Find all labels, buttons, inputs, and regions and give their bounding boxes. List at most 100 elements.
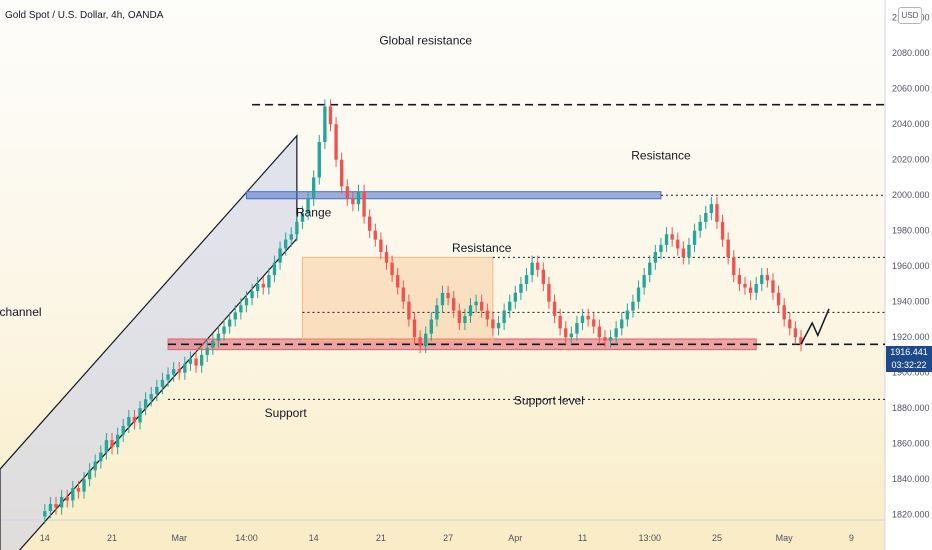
- annotation-label: Up channel: [0, 305, 42, 319]
- candle-body: [592, 319, 596, 327]
- candle-body: [418, 337, 422, 347]
- annotation-label: Support level: [514, 394, 584, 408]
- candle-body: [267, 275, 271, 288]
- x-tick-label: 14:00: [235, 533, 258, 543]
- candle-body: [272, 262, 277, 276]
- candle-body: [457, 310, 461, 324]
- candle-body: [726, 239, 730, 258]
- candle-body: [435, 305, 439, 320]
- candle-body: [368, 216, 372, 231]
- candle-body: [155, 386, 159, 394]
- candle-body: [300, 212, 305, 222]
- candle-body: [311, 177, 316, 199]
- candle-body: [317, 141, 321, 178]
- candle-body: [636, 287, 641, 302]
- candle-body: [71, 488, 75, 501]
- candle-body: [698, 221, 702, 231]
- candle-body: [143, 399, 148, 409]
- candle-body: [339, 159, 344, 187]
- candle-body: [737, 275, 742, 284]
- candle-body: [328, 106, 333, 125]
- candle-body: [631, 301, 635, 311]
- y-tick-label: 1880.000: [892, 403, 930, 413]
- candle-body: [580, 315, 585, 324]
- projection-arrow: [800, 308, 830, 345]
- candle-body: [429, 319, 433, 334]
- last-price-badge: 1916.441 03:32:22: [886, 346, 932, 372]
- candle-body: [586, 315, 590, 320]
- candle-body: [334, 124, 338, 160]
- candle-body: [648, 262, 652, 276]
- candle-body: [216, 333, 221, 341]
- annotation-label: Support: [265, 406, 308, 420]
- candle-body: [390, 262, 394, 276]
- candle-body: [48, 504, 53, 512]
- candle-body: [115, 434, 120, 448]
- currency-button[interactable]: USD: [898, 7, 922, 24]
- candle-body: [440, 292, 445, 306]
- candle-body: [379, 239, 383, 253]
- y-tick-label: 2040.000: [892, 119, 930, 129]
- candle-body: [782, 305, 786, 320]
- candle-body: [564, 328, 568, 338]
- candle-body: [424, 333, 428, 347]
- candle-body: [43, 511, 47, 517]
- candle-body: [547, 283, 551, 302]
- candle-body: [87, 470, 92, 480]
- y-tick-label: 1840.000: [892, 474, 930, 484]
- candle-body: [799, 337, 803, 345]
- candle-body: [356, 191, 361, 205]
- candle-body: [788, 319, 792, 329]
- candle-body: [82, 479, 86, 492]
- candle-body: [171, 369, 176, 375]
- candle-body: [121, 425, 125, 435]
- candle-body: [345, 186, 349, 199]
- candle-body: [194, 358, 198, 366]
- candle-body: [502, 310, 506, 324]
- annotation-label: Resistance: [631, 149, 691, 163]
- candle-body: [351, 198, 355, 205]
- candle-body: [659, 244, 663, 253]
- candle-body: [244, 298, 249, 306]
- candle-body: [664, 234, 669, 245]
- candle-body: [569, 333, 574, 338]
- x-tick-label: 27: [443, 533, 453, 543]
- candle-body: [625, 310, 630, 320]
- y-tick-label: 1940.000: [892, 297, 930, 307]
- x-tick-label: 21: [107, 533, 117, 543]
- x-tick-label: May: [776, 533, 794, 543]
- x-tick-label: 14: [309, 533, 319, 543]
- candle-body: [166, 374, 170, 380]
- candle-body: [496, 323, 501, 329]
- symbol-title: Gold Spot / U.S. Dollar, 4h, OANDA: [5, 10, 164, 21]
- x-tick-label: 9: [849, 533, 854, 543]
- y-tick-label: 1980.000: [892, 226, 930, 236]
- candle-body: [412, 319, 417, 338]
- candle-body: [65, 496, 69, 501]
- candle-body: [614, 328, 618, 338]
- candle-body: [463, 315, 467, 324]
- candle-body: [283, 239, 288, 249]
- candle-body: [575, 323, 579, 334]
- candle-body: [396, 275, 400, 288]
- candle-body: [76, 488, 81, 492]
- candle-body: [720, 221, 725, 240]
- candle-body: [603, 337, 607, 341]
- y-tick-label: 2080.000: [892, 48, 930, 58]
- candle-body: [687, 244, 691, 258]
- candle-body: [59, 496, 64, 508]
- candle-body: [222, 326, 226, 334]
- annotation-label: Global resistance: [379, 33, 472, 47]
- candle-body: [776, 292, 781, 306]
- candle-body: [255, 283, 260, 292]
- candle-body: [110, 440, 114, 448]
- candle-body: [692, 230, 697, 245]
- candle-body: [362, 191, 366, 217]
- candle-body: [323, 106, 327, 142]
- candle-body: [709, 204, 714, 213]
- candle-body: [468, 305, 473, 316]
- candle-body: [132, 417, 137, 423]
- candle-body: [452, 298, 456, 311]
